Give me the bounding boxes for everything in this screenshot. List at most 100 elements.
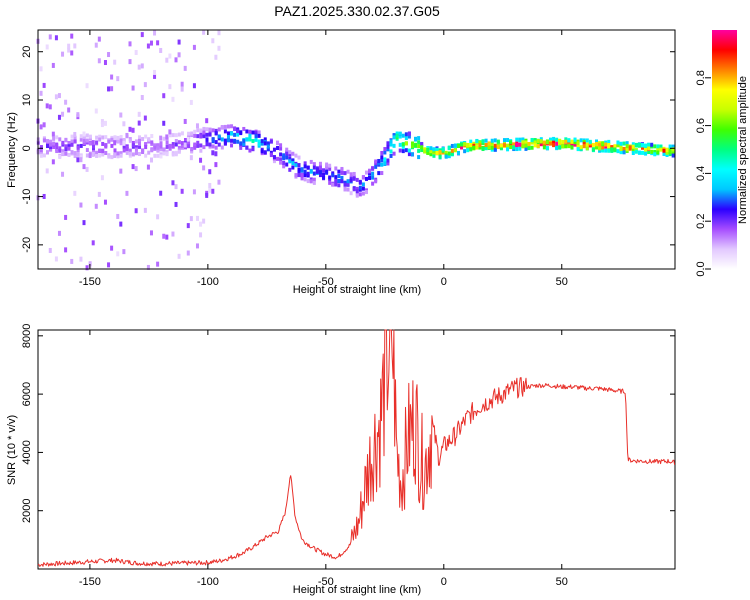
heatmap-cell: [288, 167, 292, 172]
heatmap-noise-cell: [146, 264, 150, 270]
heatmap-cell: [423, 149, 427, 154]
heatmap-cell: [205, 142, 209, 147]
heatmap-cell: [604, 140, 608, 145]
heatmap-noise-cell: [100, 119, 104, 125]
heatmap-noise-cell: [174, 57, 178, 63]
heatmap-cell: [328, 166, 332, 171]
heatmap-cell: [392, 135, 396, 140]
heatmap-cell: [303, 177, 307, 182]
heatmap-cell: [138, 138, 142, 143]
heatmap-noise-cell: [211, 150, 215, 156]
snr-frame: [37, 329, 676, 570]
heatmap-cell: [125, 150, 129, 155]
heatmap-cell: [309, 179, 313, 184]
heatmap-cell: [73, 154, 77, 159]
heatmap-cell: [447, 154, 451, 159]
heatmap-cell: [236, 132, 240, 137]
heatmap-cell: [340, 175, 344, 180]
heatmap-cell: [466, 148, 470, 153]
heatmap-cell: [576, 144, 580, 149]
heatmap-noise-cell: [183, 65, 187, 71]
heatmap-cell: [650, 149, 654, 154]
heatmap-cell: [150, 134, 154, 139]
heatmap-cell: [168, 146, 172, 151]
heatmap-noise-cell: [57, 114, 61, 120]
heatmap-cell: [291, 161, 295, 166]
x-tick-label: -100: [197, 276, 219, 288]
heatmap-noise-cell: [146, 164, 150, 170]
heatmap-cell: [407, 152, 411, 157]
heatmap-noise-cell: [64, 214, 68, 220]
heatmap-cell: [414, 137, 418, 142]
x-tick-label: 50: [556, 276, 568, 288]
heatmap-cell: [426, 147, 430, 152]
heatmap-noise-cell: [94, 108, 98, 114]
heatmap-cell: [558, 145, 562, 150]
heatmap-cell: [343, 171, 347, 176]
heatmap-cell: [300, 173, 304, 178]
heatmap-noise-cell: [39, 66, 43, 72]
colorbar-tick-label: 0.6: [695, 118, 707, 133]
heatmap-cell: [530, 145, 534, 150]
heatmap-cell: [380, 162, 384, 167]
heatmap-cell: [444, 154, 448, 159]
heatmap-cell: [73, 151, 77, 156]
heatmap-cell: [548, 137, 552, 142]
heatmap-cell: [131, 143, 135, 148]
heatmap-noise-cell: [143, 82, 147, 88]
heatmap-cell: [383, 147, 387, 152]
chart-title: PAZ1.2025.330.02.37.G05: [274, 3, 440, 19]
heatmap-cell: [380, 155, 384, 160]
heatmap-cell: [607, 144, 611, 149]
heatmap-cell: [407, 134, 411, 139]
heatmap-cell: [156, 147, 160, 152]
heatmap-cell: [552, 140, 556, 145]
heatmap-cell: [260, 141, 264, 146]
heatmap-cell: [407, 131, 411, 136]
heatmap-cell: [113, 136, 117, 141]
heatmap-cell: [598, 146, 602, 151]
heatmap-cell: [328, 180, 332, 185]
heatmap-noise-cell: [100, 175, 104, 181]
heatmap-cell: [288, 152, 292, 157]
heatmap-cell: [217, 142, 221, 147]
heatmap-cell: [410, 143, 414, 148]
heatmap-cell: [515, 137, 519, 142]
heatmap-cell: [138, 135, 142, 140]
heatmap-noise-cell: [205, 192, 209, 198]
heatmap-cell: [288, 156, 292, 161]
colorbar-tick-label: 0.8: [695, 70, 707, 85]
heatmap-cell: [552, 143, 556, 148]
heatmap-cell: [625, 144, 629, 149]
heatmap-cell: [392, 151, 396, 156]
y-tick-label: 20: [21, 46, 33, 58]
heatmap-cell: [539, 139, 543, 144]
heatmap-cell: [628, 145, 632, 150]
heatmap-cell: [361, 182, 365, 187]
heatmap-noise-cell: [143, 115, 147, 121]
heatmap-noise-cell: [73, 131, 77, 137]
heatmap-cell: [414, 142, 418, 147]
heatmap-cell: [420, 148, 424, 153]
heatmap-cell: [613, 144, 617, 149]
heatmap-cell: [512, 142, 516, 147]
heatmap-cell: [352, 187, 356, 192]
heatmap-cell: [334, 175, 338, 180]
heatmap-cell: [450, 143, 454, 148]
heatmap-noise-cell: [171, 231, 175, 237]
heatmap-x-ticks: -150 -100 -50 0 50: [79, 30, 568, 288]
heatmap-noise-cell: [168, 84, 172, 90]
heatmap-noise-cell: [217, 30, 221, 36]
heatmap-x-axis-title: Height of straight line (km): [293, 284, 421, 296]
heatmap-cell: [355, 193, 359, 198]
heatmap-noise-cell: [79, 202, 83, 208]
heatmap-cell: [641, 145, 645, 150]
heatmap-cell: [404, 141, 408, 146]
heatmap-cell: [165, 152, 169, 157]
heatmap-cell: [177, 140, 181, 145]
heatmap-cell: [340, 170, 344, 175]
heatmap-cell: [371, 171, 375, 176]
heatmap-cell: [352, 176, 356, 181]
heatmap-cell: [573, 137, 577, 142]
heatmap-cell: [242, 126, 246, 131]
